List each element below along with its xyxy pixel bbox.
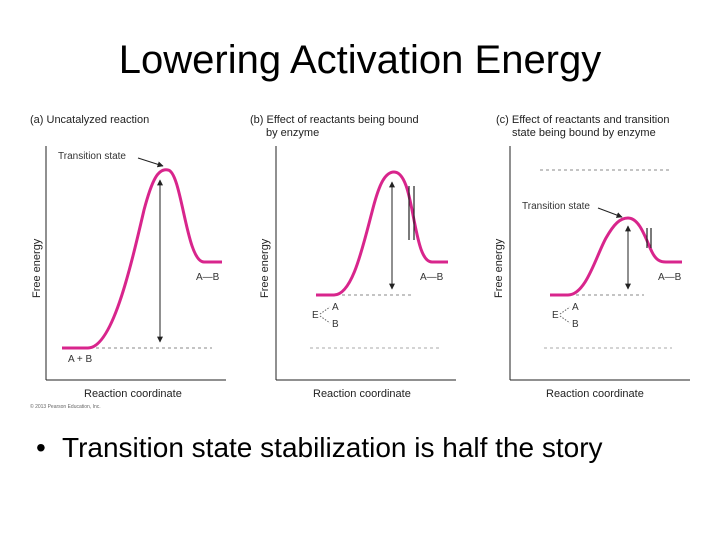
bullet-text: Transition state stabilization is half t… (62, 432, 603, 463)
panel-b-substrate-b: B (332, 319, 339, 330)
panel-c-y-label: Free energy (493, 238, 505, 298)
panel-a-uncatalyzed: (a) Uncatalyzed reaction Free energy Rea… (30, 114, 226, 400)
panel-c-substrate-a: A (572, 302, 579, 313)
panel-b-energy-curve (316, 170, 448, 297)
energy-diagram-figure: (a) Uncatalyzed reaction Free energy Rea… (30, 114, 690, 410)
panel-b-title-line1: (b) Effect of reactants being bound (250, 114, 419, 126)
panel-c-x-label: Reaction coordinate (546, 388, 644, 400)
copyright-note: © 2013 Pearson Education, Inc. (30, 403, 101, 410)
panel-c-ts-pointer (597, 207, 623, 218)
bullet-dot-icon: • (36, 432, 46, 463)
panel-c-title-line1: (c) Effect of reactants and transition (496, 114, 669, 126)
slide-title: Lowering Activation Energy (118, 38, 602, 82)
panel-b-product-label: A—B (420, 272, 444, 283)
panel-a-ts-label: Transition state (58, 151, 126, 162)
panel-b-substrate-a: A (332, 302, 339, 313)
panel-b-y-label: Free energy (259, 238, 271, 298)
panel-b-x-label: Reaction coordinate (313, 388, 411, 400)
panel-c-energy-curve (550, 216, 682, 297)
panel-c-enzyme-label: E (552, 310, 559, 321)
panel-c-ts-label: Transition state (522, 201, 590, 212)
panel-b-reactants-bound: (b) Effect of reactants being bound by e… (250, 114, 456, 400)
panel-a-ts-pointer (137, 157, 164, 168)
panel-c-bond-a (559, 306, 571, 315)
panel-a-product-label: A—B (196, 272, 220, 283)
panel-a-reactant-label: A + B (68, 354, 93, 365)
panel-b-bond-b (319, 315, 331, 324)
panel-b-bond-a (319, 306, 331, 315)
panel-c-product-label: A—B (658, 272, 682, 283)
panel-b-enzyme-label: E (312, 310, 319, 321)
panel-c-ts-bound: (c) Effect of reactants and transition s… (493, 114, 690, 400)
panel-a-title: (a) Uncatalyzed reaction (30, 114, 149, 126)
panel-a-x-label: Reaction coordinate (84, 388, 182, 400)
panel-b-title-line2: by enzyme (266, 127, 319, 139)
panel-c-title-line2: state being bound by enzyme (512, 127, 656, 139)
panel-c-substrate-b: B (572, 319, 579, 330)
bullet-point: • Transition state stabilization is half … (36, 432, 603, 464)
panel-c-bond-b (559, 315, 571, 324)
panel-a-energy-curve (62, 168, 222, 350)
panel-a-y-label: Free energy (31, 238, 43, 298)
